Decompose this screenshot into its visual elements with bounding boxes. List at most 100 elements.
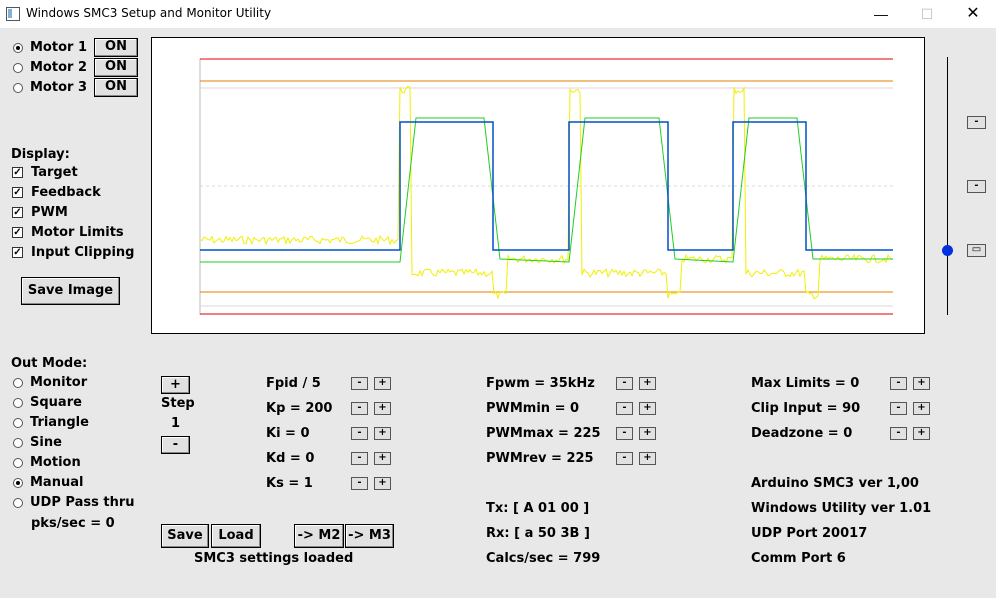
param-deadzone: Deadzone = 0 (751, 426, 853, 441)
arduino-version: Arduino SMC3 ver 1,00 (751, 476, 919, 491)
slider-button-3[interactable]: ▭ (967, 244, 986, 257)
tx-readout: Tx: [ A 01 00 ] (486, 501, 590, 516)
feedback-checkbox[interactable]: ✓ (12, 187, 23, 198)
slider-button-2[interactable]: - (967, 180, 986, 193)
step-minus-button[interactable]: - (161, 436, 190, 454)
ks-minus-button[interactable]: - (351, 477, 368, 490)
slider-button-1[interactable]: - (967, 116, 986, 129)
load-button[interactable]: Load (211, 524, 261, 548)
mode-square-label: Square (30, 395, 82, 410)
kp-plus-button[interactable]: + (374, 402, 391, 415)
step-label: Step (161, 396, 195, 411)
feedback-label: Feedback (31, 185, 101, 200)
feedback-series (200, 117, 893, 263)
mode-monitor-radio[interactable] (13, 378, 23, 388)
motor-limits-label: Motor Limits (31, 225, 124, 240)
pwmmin-plus-button[interactable]: + (639, 402, 656, 415)
param-ki: Ki = 0 (266, 426, 310, 441)
deadzone-minus-button[interactable]: - (890, 427, 907, 440)
motor-2-radio[interactable] (13, 63, 23, 73)
mode-sine-radio[interactable] (13, 438, 23, 448)
fpwm-plus-button[interactable]: + (639, 377, 656, 390)
pwm-label: PWM (31, 205, 68, 220)
pks-per-sec: pks/sec = 0 (31, 516, 115, 531)
motor-1-label: Motor 1 (30, 40, 87, 55)
step-plus-button[interactable]: + (161, 376, 190, 394)
pwmmax-minus-button[interactable]: - (616, 427, 633, 440)
kp-minus-button[interactable]: - (351, 402, 368, 415)
mode-square-radio[interactable] (13, 398, 23, 408)
clip-input-plus-button[interactable]: + (913, 402, 930, 415)
max-limits-plus-button[interactable]: + (913, 377, 930, 390)
save-button[interactable]: Save (161, 524, 209, 548)
close-button[interactable]: ✕ (966, 5, 980, 22)
motor-3-radio[interactable] (13, 83, 23, 93)
param-pwmmin: PWMmin = 0 (486, 401, 580, 416)
mode-motion-label: Motion (30, 455, 81, 470)
param-fpwm: Fpwm = 35kHz (486, 376, 595, 391)
param-ks: Ks = 1 (266, 476, 313, 491)
param-fpid: Fpid / 5 (266, 376, 321, 391)
fpid-minus-button[interactable]: - (351, 377, 368, 390)
ks-plus-button[interactable]: + (374, 477, 391, 490)
slider-track[interactable] (947, 57, 948, 315)
pwmrev-plus-button[interactable]: + (639, 452, 656, 465)
motor-limits-checkbox[interactable]: ✓ (12, 227, 23, 238)
target-series (200, 121, 893, 251)
motor-2-on-button[interactable]: ON (94, 58, 138, 77)
target-checkbox[interactable]: ✓ (12, 167, 23, 178)
mode-sine-label: Sine (30, 435, 62, 450)
param-clip-input: Clip Input = 90 (751, 401, 861, 416)
utility-version: Windows Utility ver 1.01 (751, 501, 932, 516)
chart-svg (199, 58, 893, 315)
param-pwmrev: PWMrev = 225 (486, 451, 594, 466)
pwmrev-minus-button[interactable]: - (616, 452, 633, 465)
param-kd: Kd = 0 (266, 451, 315, 466)
clip-input-minus-button[interactable]: - (890, 402, 907, 415)
input-clipping-checkbox[interactable]: ✓ (12, 247, 23, 258)
motor-3-on-button[interactable]: ON (94, 78, 138, 97)
rx-readout: Rx: [ a 50 3B ] (486, 526, 590, 541)
motor-2-label: Motor 2 (30, 60, 87, 75)
deadzone-plus-button[interactable]: + (913, 427, 930, 440)
target-label: Target (31, 165, 78, 180)
pwmmax-plus-button[interactable]: + (639, 427, 656, 440)
copy-to-m3-button[interactable]: -> M3 (345, 524, 394, 548)
step-value: 1 (171, 416, 181, 431)
comm-port: Comm Port 6 (751, 551, 846, 566)
pwm-checkbox[interactable]: ✓ (12, 207, 23, 218)
param-pwmmax: PWMmax = 225 (486, 426, 601, 441)
monitor-chart (151, 37, 925, 334)
pwmmin-minus-button[interactable]: - (616, 402, 633, 415)
app-icon (6, 7, 20, 21)
param-kp: Kp = 200 (266, 401, 333, 416)
ki-minus-button[interactable]: - (351, 427, 368, 440)
mode-triangle-radio[interactable] (13, 418, 23, 428)
mode-motion-radio[interactable] (13, 458, 23, 468)
display-heading: Display: (11, 147, 70, 162)
mode-udp-radio[interactable] (13, 498, 23, 508)
max-limits-minus-button[interactable]: - (890, 377, 907, 390)
minimize-button[interactable]: — (874, 6, 888, 22)
motor-1-radio[interactable] (13, 43, 23, 53)
motor-3-label: Motor 3 (30, 80, 87, 95)
save-image-button[interactable]: Save Image (21, 277, 120, 305)
fpid-plus-button[interactable]: + (374, 377, 391, 390)
motor-1-on-button[interactable]: ON (94, 38, 138, 57)
copy-to-m2-button[interactable]: -> M2 (294, 524, 344, 548)
kd-plus-button[interactable]: + (374, 452, 391, 465)
status-text: SMC3 settings loaded (194, 551, 354, 566)
mode-manual-radio[interactable] (13, 478, 23, 488)
kd-minus-button[interactable]: - (351, 452, 368, 465)
fpwm-minus-button[interactable]: - (616, 377, 633, 390)
input-clipping-label: Input Clipping (31, 245, 135, 260)
calcs-readout: Calcs/sec = 799 (486, 551, 601, 566)
param-max-limits: Max Limits = 0 (751, 376, 860, 391)
maximize-button[interactable]: ☐ (920, 6, 934, 22)
mode-triangle-label: Triangle (30, 415, 89, 430)
mode-manual-label: Manual (30, 475, 84, 490)
slider-thumb[interactable] (942, 245, 953, 256)
ki-plus-button[interactable]: + (374, 427, 391, 440)
mode-monitor-label: Monitor (30, 375, 88, 390)
out-mode-heading: Out Mode: (11, 356, 88, 371)
